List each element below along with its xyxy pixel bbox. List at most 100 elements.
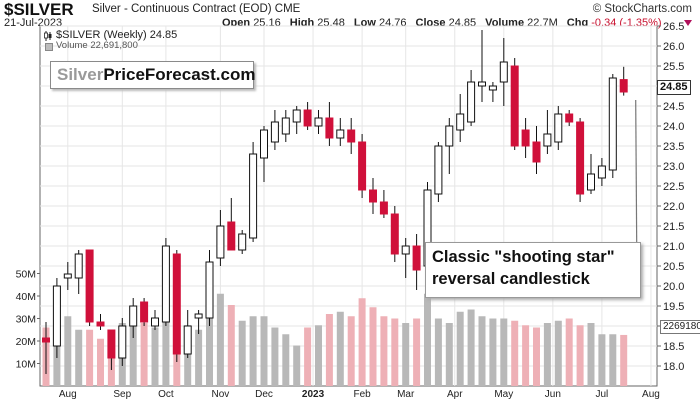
volume-bar [478, 316, 486, 386]
candle-body-up [314, 117, 323, 127]
volume-bar [315, 325, 322, 386]
chart-symbol: $SILVER [4, 0, 74, 19]
brand-credit[interactable]: © StockCharts.com [592, 3, 692, 15]
candle-body-up [499, 61, 508, 83]
date-tick-label: Mar [397, 389, 415, 400]
volume-bar [140, 323, 148, 386]
volume-bar [206, 300, 213, 386]
candle-body-down [107, 329, 116, 359]
volume-bar [565, 318, 573, 386]
candle-body-up [456, 113, 465, 131]
candle-body-up [183, 325, 192, 355]
volume-bar [97, 338, 104, 386]
price-legend: $SILVER (Weekly) 24.85 [56, 29, 178, 41]
volume-tick-label: 10M [16, 359, 36, 371]
volume-bar [151, 327, 159, 386]
candle-body-down [369, 189, 377, 203]
candle-body-up [336, 129, 345, 139]
date-tick-label: Aug [642, 389, 660, 400]
candle-body-down [325, 117, 334, 139]
volume-bar [195, 329, 203, 386]
volume-bar [522, 325, 530, 386]
volume-bar [543, 323, 551, 386]
volume-bar [413, 318, 421, 386]
volume-bar [238, 320, 246, 386]
date-tick-label: Feb [353, 389, 371, 400]
volume-tick-label: 40M [16, 291, 36, 303]
candle-body-up [151, 317, 159, 327]
candle-body-up [118, 325, 127, 359]
price-tick-label: 23.0 [663, 161, 684, 173]
date-tick-label: Jul [596, 389, 609, 400]
volume-bar [489, 318, 497, 386]
date-tick-label: Nov [212, 389, 230, 400]
candle-body-up [194, 313, 203, 319]
volume-tick-label: 50M [16, 269, 36, 281]
candle-body-up [478, 81, 486, 87]
candle-body-down [521, 129, 530, 147]
volume-legend: Volume 22,691,800 [56, 40, 138, 51]
price-tick-label: 26.5 [663, 21, 684, 33]
annotation-line1: Classic "shooting star" [432, 248, 615, 266]
candle-body-up [434, 145, 443, 195]
volume-bar [369, 307, 377, 386]
volume-bar [391, 318, 399, 386]
candle-body-up [467, 81, 476, 123]
volume-bar [554, 320, 562, 386]
candle-body-down [42, 337, 50, 343]
candle-body-up [129, 305, 138, 327]
candle-body-down [140, 301, 149, 323]
volume-bar [260, 316, 268, 386]
candle-body-up [292, 109, 301, 123]
volume-bar [576, 325, 584, 386]
volume-bar [129, 316, 137, 386]
candle-body-down [619, 79, 628, 93]
candle-body-up [52, 285, 61, 347]
date-tick-label: 2023 [302, 389, 325, 400]
volume-bar [587, 323, 595, 386]
volume-bar [424, 293, 431, 386]
price-tick-label: 18.0 [663, 361, 684, 373]
last-price-tag: 24.85 [657, 80, 691, 95]
date-tick-label: Aug [59, 389, 77, 400]
date-tick-label: Oct [158, 389, 174, 400]
price-tick-label: 22.0 [663, 201, 684, 213]
price-tick-label: 24.5 [663, 101, 684, 113]
date-tick-label: Sep [113, 389, 131, 400]
volume-bar [162, 305, 170, 386]
watermark-part1: Silver [57, 65, 104, 84]
volume-bar [64, 316, 72, 386]
candle-body-down [358, 141, 367, 191]
candle-body-down [390, 213, 399, 255]
price-tick-label: 20.0 [663, 281, 684, 293]
candle-body-up [281, 117, 290, 135]
volume-bar [533, 327, 540, 386]
price-tick-label: 21.0 [663, 241, 684, 253]
date-tick-label: May [494, 389, 513, 400]
candle-body-down [347, 129, 356, 143]
candle-body-up [445, 125, 454, 147]
candle-body-up [161, 245, 170, 323]
change-down-icon [684, 20, 692, 26]
candle-body-up [608, 77, 617, 171]
date-tick-label: Dec [255, 389, 273, 400]
candle-body-up [260, 129, 268, 159]
volume-bar [347, 316, 355, 386]
volume-bar [500, 318, 508, 386]
price-tick-label: 19.5 [663, 301, 684, 313]
candle-body-up [543, 133, 552, 147]
price-tick-label: 23.5 [663, 141, 684, 153]
annotation-line2: reversal candlestick [432, 270, 590, 288]
candle-body-down [379, 201, 388, 215]
price-tick-label: 22.5 [663, 181, 684, 193]
candle-body-up [488, 85, 497, 91]
volume-bar [216, 293, 224, 386]
date-tick-label: Jun [545, 389, 561, 400]
candle-body-up [74, 253, 83, 279]
candle-body-down [96, 321, 105, 327]
price-tick-label: 26.0 [663, 41, 684, 53]
price-tick-label: 24.0 [663, 121, 684, 133]
volume-bar [336, 311, 344, 386]
volume-bar [456, 311, 464, 386]
